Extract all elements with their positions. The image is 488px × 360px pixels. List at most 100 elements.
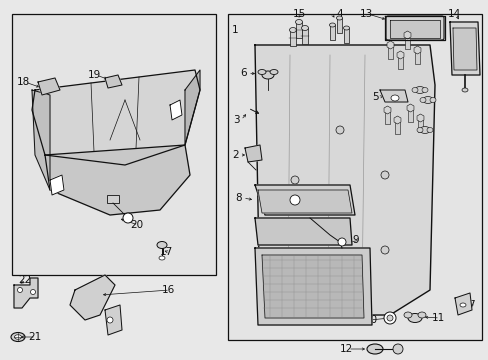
Text: 20: 20 [130, 220, 143, 230]
Bar [387, 45, 392, 59]
Ellipse shape [414, 86, 424, 94]
Bar [302, 28, 307, 44]
Polygon shape [254, 185, 354, 215]
Ellipse shape [419, 126, 429, 134]
Ellipse shape [407, 314, 421, 323]
Ellipse shape [329, 23, 335, 27]
Polygon shape [262, 255, 363, 318]
Text: 1: 1 [231, 25, 238, 35]
Ellipse shape [262, 71, 273, 79]
Bar [417, 118, 422, 132]
Circle shape [289, 195, 299, 205]
Ellipse shape [421, 87, 427, 93]
Text: 7: 7 [467, 300, 474, 310]
Ellipse shape [301, 26, 308, 31]
Ellipse shape [366, 344, 382, 354]
Circle shape [380, 246, 388, 254]
Circle shape [18, 288, 22, 292]
Polygon shape [379, 90, 407, 102]
Polygon shape [14, 278, 38, 308]
Bar [404, 35, 409, 49]
Ellipse shape [419, 98, 425, 103]
Bar [289, 30, 295, 46]
Circle shape [290, 176, 298, 184]
Ellipse shape [403, 312, 411, 318]
Ellipse shape [336, 16, 342, 20]
Polygon shape [105, 75, 122, 88]
Circle shape [386, 315, 392, 321]
Ellipse shape [390, 95, 398, 101]
Bar [336, 18, 341, 33]
Text: 9: 9 [351, 235, 358, 245]
Ellipse shape [426, 127, 432, 132]
Circle shape [107, 317, 113, 323]
Ellipse shape [11, 333, 25, 342]
Polygon shape [389, 20, 439, 38]
Ellipse shape [295, 19, 302, 24]
Polygon shape [50, 175, 64, 195]
Text: 18: 18 [17, 77, 30, 87]
Text: 3: 3 [232, 115, 239, 125]
Bar [343, 28, 348, 43]
Polygon shape [258, 190, 351, 213]
Circle shape [392, 344, 402, 354]
Circle shape [383, 312, 395, 324]
Polygon shape [384, 16, 444, 40]
Ellipse shape [157, 242, 167, 248]
Ellipse shape [269, 69, 278, 75]
Ellipse shape [159, 256, 164, 260]
Polygon shape [70, 275, 115, 320]
Text: 22: 22 [18, 275, 31, 285]
Polygon shape [105, 305, 122, 335]
Circle shape [123, 213, 133, 223]
Ellipse shape [343, 26, 349, 30]
Text: 21: 21 [28, 332, 41, 342]
Polygon shape [454, 293, 471, 315]
Text: 14: 14 [447, 9, 460, 19]
Ellipse shape [461, 88, 467, 92]
Polygon shape [32, 90, 50, 190]
Circle shape [335, 126, 343, 134]
Circle shape [30, 289, 36, 294]
Bar [397, 55, 402, 69]
Ellipse shape [411, 87, 417, 93]
Bar [414, 50, 419, 64]
Polygon shape [45, 145, 190, 215]
Text: 5: 5 [371, 92, 378, 102]
Bar [329, 25, 334, 40]
Ellipse shape [289, 27, 296, 32]
Text: 8: 8 [235, 193, 241, 203]
Text: 2: 2 [231, 150, 238, 160]
Polygon shape [449, 22, 479, 75]
Bar [107, 195, 119, 203]
Polygon shape [170, 100, 182, 120]
Text: 15: 15 [292, 9, 305, 19]
FancyBboxPatch shape [385, 16, 443, 40]
Polygon shape [254, 45, 434, 315]
Text: 12: 12 [339, 344, 352, 354]
Circle shape [380, 171, 388, 179]
Text: 16: 16 [162, 285, 175, 295]
Text: 19: 19 [88, 70, 101, 80]
Ellipse shape [416, 127, 422, 132]
Ellipse shape [429, 98, 435, 103]
Circle shape [337, 238, 346, 246]
Polygon shape [184, 70, 200, 145]
Ellipse shape [459, 303, 465, 307]
Text: 6: 6 [240, 68, 246, 78]
Polygon shape [254, 248, 371, 325]
Ellipse shape [258, 69, 265, 75]
Text: 11: 11 [431, 313, 445, 323]
Bar [295, 22, 302, 38]
Bar [394, 120, 399, 134]
Polygon shape [38, 78, 60, 95]
Text: 4: 4 [336, 9, 343, 19]
Bar [227, 14, 481, 340]
Ellipse shape [15, 335, 21, 339]
Bar [384, 110, 389, 124]
Text: 10: 10 [364, 315, 377, 325]
Ellipse shape [422, 96, 432, 104]
Polygon shape [32, 70, 200, 165]
Bar [12, 14, 216, 275]
Polygon shape [452, 28, 476, 70]
